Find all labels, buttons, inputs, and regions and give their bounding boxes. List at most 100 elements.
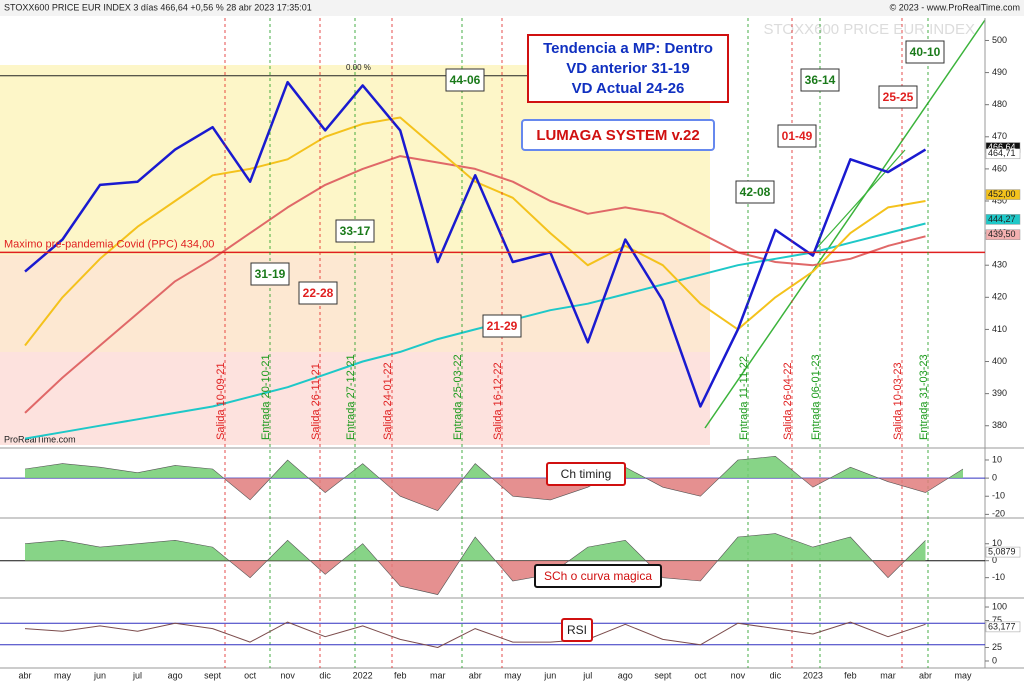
panel-label-box (546, 462, 626, 486)
annotation: 33-17 (340, 224, 371, 238)
x-tick-label: nov (280, 670, 295, 680)
x-tick-label: abr (18, 670, 31, 680)
annotation-box (250, 262, 290, 286)
annotation-box (777, 124, 817, 148)
x-tick-label: dic (770, 670, 782, 680)
value-label: 444,27 (988, 214, 1016, 224)
annotation: 42-08 (740, 185, 771, 199)
watermark: STOXX600 PRICE EUR INDEX (764, 21, 975, 38)
x-tick-label: sept (654, 670, 672, 680)
series-line (24, 621, 926, 648)
y-tick-label: -10 (992, 491, 1005, 501)
signal-label: Salida 10-03-23 (892, 362, 904, 440)
annotation: 40-10 (910, 45, 941, 59)
signal-label: Salida 26-04-22 (782, 362, 794, 440)
area-outline (24, 533, 926, 595)
y-tick-label: 10 (992, 454, 1002, 464)
signal-label: Salida 24-01-22 (382, 362, 394, 440)
value-label: 464,71 (988, 148, 1016, 158)
y-tick-label: 380 (992, 420, 1007, 430)
y-tick-label: -10 (992, 572, 1005, 582)
signal-label: Entrada 20-10-21 (260, 354, 272, 440)
value-label: 466,64 (988, 142, 1016, 152)
signal-label: Entrada 27-12-21 (345, 354, 357, 440)
annotation: 01-49 (782, 129, 813, 143)
y-tick-label: 0 (992, 655, 997, 665)
value-label: 63,177 (988, 621, 1016, 631)
x-tick-label: abr (469, 670, 482, 680)
signal-label: Entrada 11-11-22 (738, 356, 750, 440)
x-tick-label: may (504, 670, 522, 680)
x-tick-label: mar (880, 670, 896, 680)
x-tick-label: jul (582, 670, 592, 680)
annotation-box (445, 68, 485, 92)
x-tick-label: ago (618, 670, 633, 680)
value-label: 5,0879 (988, 546, 1016, 556)
x-tick-label: jul (132, 670, 142, 680)
x-tick-label: abr (919, 670, 932, 680)
x-tick-label: 2023 (803, 670, 823, 680)
info-line: VD Actual 24-26 (572, 80, 685, 97)
y-tick-label: 460 (992, 163, 1007, 173)
value-label-box (985, 214, 1021, 225)
signal-label: Entrada 06-01-23 (810, 354, 822, 440)
x-tick-label: jun (543, 670, 556, 680)
y-tick-label: 10 (992, 538, 1002, 548)
x-tick-label: may (54, 670, 72, 680)
reference-label: Maximo pre-pandemia Covid (PPC) 434,00 (4, 238, 214, 250)
y-tick-label: 500 (992, 35, 1007, 45)
area (25, 533, 926, 561)
signal-label: Entrada 25-03-22 (452, 354, 464, 440)
series-line (24, 80, 927, 408)
annotation-box (335, 219, 375, 243)
x-tick-label: 2022 (353, 670, 373, 680)
x-tick-label: feb (844, 670, 857, 680)
system-box (521, 119, 715, 151)
signal-label: Salida 10-09-21 (215, 362, 227, 440)
area (25, 456, 963, 479)
x-tick-label: oct (694, 670, 707, 680)
value-label-box (985, 189, 1021, 200)
y-tick-label: 410 (992, 324, 1007, 334)
y-tick-label: 490 (992, 67, 1007, 77)
signal-label: Salida 26-11-21 (310, 363, 322, 440)
signal-label: Entrada 31-03-23 (918, 354, 930, 440)
value-label-box (985, 546, 1021, 558)
panel-label-box (534, 564, 662, 588)
annotation: 21-29 (487, 319, 518, 333)
x-tick-label: dic (319, 670, 331, 680)
annotation-box (298, 281, 338, 305)
x-tick-label: jun (93, 670, 106, 680)
annotation-box (482, 314, 522, 338)
y-tick-label: 430 (992, 260, 1007, 270)
brand: ProRealTime.com (4, 434, 76, 444)
y-tick-label: 100 (992, 601, 1007, 611)
info-line: Tendencia a MP: Dentro (543, 40, 713, 57)
value-label-box (985, 148, 1021, 160)
y-tick-label: 390 (992, 388, 1007, 398)
series-line (24, 155, 926, 414)
x-tick-label: sept (204, 670, 222, 680)
annotation: 22-28 (303, 286, 334, 300)
header-title: STOXX600 PRICE EUR INDEX 3 días 466,64 +… (4, 2, 312, 12)
annotation-box (800, 68, 840, 92)
y-tick-label: 75 (992, 615, 1002, 625)
series-line (24, 222, 926, 440)
x-tick-label: may (954, 670, 972, 680)
value-label-box (985, 229, 1021, 240)
header-credit: © 2023 - www.ProRealTime.com (890, 2, 1020, 12)
x-tick-label: ago (168, 670, 183, 680)
annotation: 36-14 (805, 73, 836, 87)
y-tick-label: 470 (992, 131, 1007, 141)
trendline (704, 19, 986, 429)
series-line (24, 116, 926, 347)
annotation: 31-19 (255, 267, 286, 281)
x-tick-label: mar (430, 670, 446, 680)
header-bar (0, 0, 1024, 16)
y-tick-label: 0 (992, 555, 997, 565)
y-tick-label: 420 (992, 292, 1007, 302)
value-label-box (985, 621, 1021, 633)
value-label: 452,00 (988, 189, 1016, 199)
